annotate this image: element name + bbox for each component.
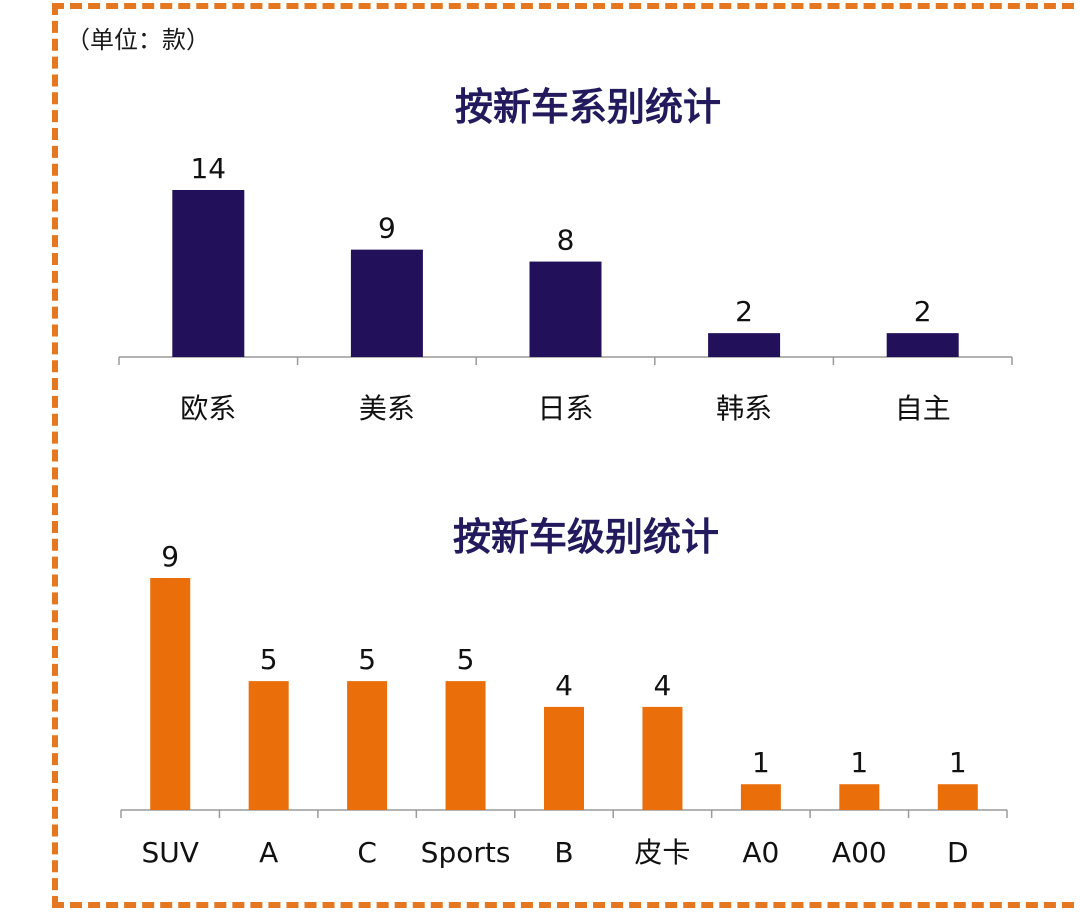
chart-2-value-label: 4 <box>555 669 573 702</box>
chart-2-category-label: C <box>357 836 377 869</box>
chart-2-title: 按新车级别统计 <box>453 515 719 559</box>
chart-2-category-label: D <box>947 836 969 869</box>
chart-2-bar <box>445 681 486 810</box>
chart-2-category-label: SUV <box>142 836 199 869</box>
chart-2-value-label: 5 <box>457 643 475 676</box>
chart-1-category-label: 欧系 <box>180 392 236 425</box>
chart-2-bar <box>248 681 289 810</box>
chart-2-plot: 9 SUV 5 A 5 C 5 Sports 4 B 4 皮卡 1 A0 1 A00 1 D <box>120 540 1008 869</box>
chart-2-bar <box>937 784 978 810</box>
chart-1-value-label: 2 <box>735 295 753 328</box>
chart-2-value-label: 4 <box>654 669 672 702</box>
chart-2-value-label: 9 <box>161 540 179 573</box>
chart-2-bar <box>839 784 880 810</box>
chart-1-category-label: 日系 <box>537 392 593 425</box>
chart-2-value-label: 1 <box>949 746 967 779</box>
chart-1-bar <box>886 333 959 357</box>
chart-2-bar <box>347 681 388 810</box>
chart-1-value-label: 9 <box>378 212 396 245</box>
chart-2-category-label: B <box>554 836 573 869</box>
chart-2-bar <box>740 784 781 810</box>
chart-1-title: 按新车系别统计 <box>455 85 721 129</box>
chart-1-category-label: 韩系 <box>716 392 772 425</box>
chart-2-value-label: 5 <box>358 643 376 676</box>
chart-1-bar <box>172 190 245 357</box>
chart-1-category-label: 美系 <box>359 392 415 425</box>
chart-2-category-label: Sports <box>421 836 511 869</box>
chart-2-category-label: A0 <box>742 836 779 869</box>
dashed-frame <box>52 3 1080 908</box>
chart-1-value-label: 2 <box>914 295 932 328</box>
chart-2-value-label: 1 <box>752 746 770 779</box>
chart-1-category-label: 自主 <box>895 392 951 425</box>
chart-2-bar <box>150 578 191 810</box>
chart-1-bar <box>529 261 602 357</box>
chart-1-plot: 14 欧系 9 美系 8 日系 2 韩系 2 自主 <box>118 152 1013 425</box>
chart-2-category-label: A00 <box>832 836 887 869</box>
chart-2-category-label: A <box>259 836 278 869</box>
chart-2-value-label: 1 <box>850 746 868 779</box>
chart-1-value-label: 14 <box>190 152 226 185</box>
chart-1-bar <box>708 333 781 357</box>
chart-2-value-label: 5 <box>260 643 278 676</box>
chart-2-category-label: 皮卡 <box>634 836 690 869</box>
chart-1-bar <box>350 249 423 357</box>
chart-1-value-label: 8 <box>557 224 575 257</box>
chart-2-bar <box>544 706 584 810</box>
chart-2-bar <box>642 706 683 810</box>
unit-label: （单位：款） <box>66 26 210 54</box>
